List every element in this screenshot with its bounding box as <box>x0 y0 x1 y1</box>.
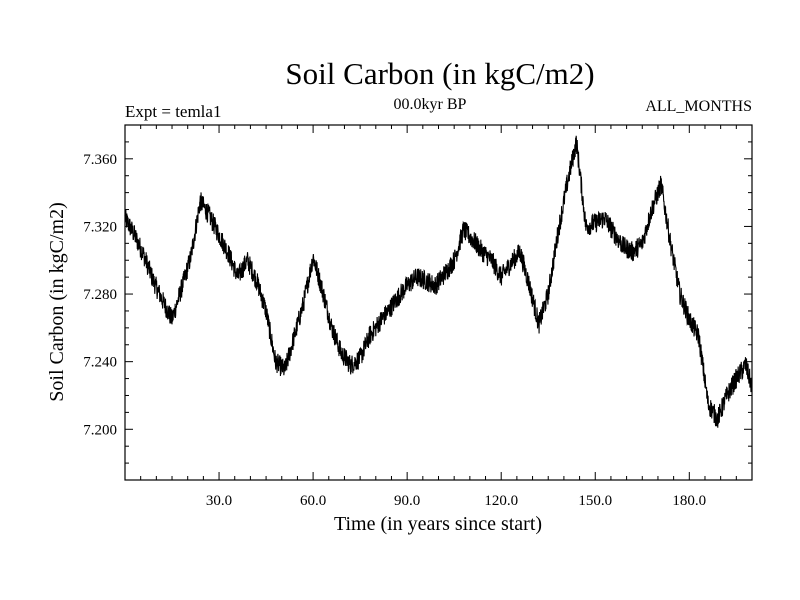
x-tick-label: 120.0 <box>484 493 518 509</box>
y-tick-label: 7.200 <box>83 422 117 438</box>
x-tick-label: 30.0 <box>206 493 232 509</box>
y-tick-label: 7.240 <box>83 355 117 371</box>
experiment-label: Expt = temla1 <box>125 102 222 121</box>
y-axis: 7.200 7.240 7.280 7.320 7.360 <box>83 124 752 481</box>
series-line <box>124 135 753 428</box>
y-axis-label: Soil Carbon (in kgC/m2) <box>46 202 68 401</box>
page-title: Soil Carbon (in kgC/m2) <box>285 56 595 91</box>
plot-frame <box>124 124 753 481</box>
period-label: 00.0kyr BP <box>393 96 467 113</box>
x-axis: 30.0 60.0 90.0 120.0 150.0 180.0 <box>140 125 753 509</box>
y-tick-label: 7.360 <box>83 152 117 168</box>
y-tick-label: 7.320 <box>83 219 117 235</box>
x-tick-label: 90.0 <box>394 493 420 509</box>
x-tick-label: 60.0 <box>300 493 326 509</box>
y-tick-label: 7.280 <box>83 287 117 303</box>
months-label: ALL_MONTHS <box>645 98 752 115</box>
x-tick-label: 180.0 <box>672 493 706 509</box>
x-tick-label: 150.0 <box>578 493 612 509</box>
x-axis-label: Time (in years since start) <box>334 513 542 535</box>
